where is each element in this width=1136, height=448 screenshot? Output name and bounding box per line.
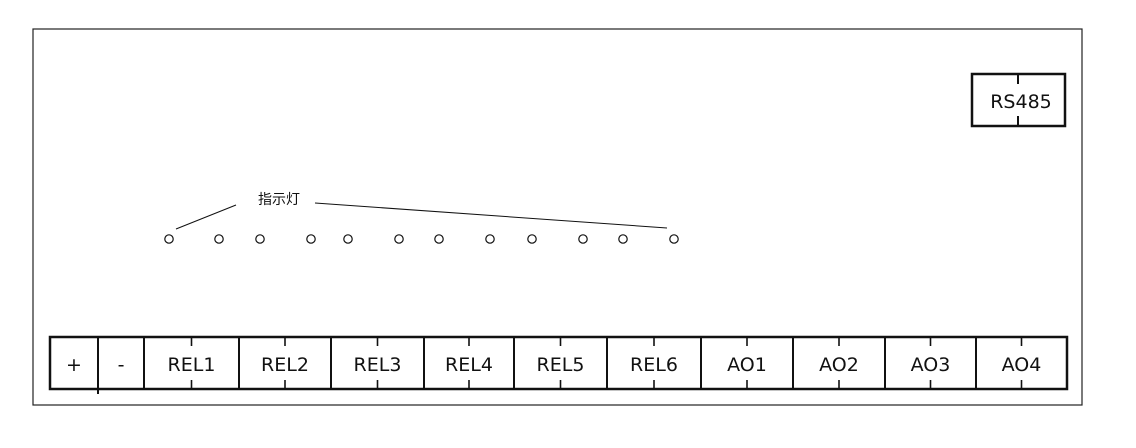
terminal-9: AO1 — [700, 337, 767, 389]
rs485-label: RS485 — [990, 91, 1052, 113]
terminal-1: + — [66, 354, 82, 376]
indicator-led-1 — [164, 234, 174, 244]
terminal-12: AO4 — [975, 337, 1042, 389]
terminal-label: AO4 — [1002, 354, 1042, 376]
terminal-cells: + - REL1 REL2 REL3 REL4 REL5 REL6 AO1 AO2 AO3 AO4 — [66, 337, 1041, 394]
terminal-label: REL1 — [168, 354, 216, 376]
indicator-led-10 — [578, 234, 588, 244]
terminal-label: AO2 — [819, 354, 859, 376]
terminal-10: AO2 — [792, 337, 859, 389]
indicator-leader-right — [314, 202, 668, 229]
terminal-label: + — [66, 354, 82, 376]
terminal-label: AO3 — [911, 354, 951, 376]
indicator-led-7 — [434, 234, 444, 244]
indicator-leader-left — [175, 204, 237, 230]
indicator-led-9 — [527, 234, 537, 244]
terminal-block-outline — [48, 335, 1069, 391]
indicator-led-8 — [485, 234, 495, 244]
terminal-2: - — [97, 337, 125, 389]
indicator-led-11 — [618, 234, 628, 244]
terminal-label: - — [118, 354, 125, 376]
terminal-7: REL5 — [513, 337, 585, 389]
terminal-block: + - REL1 REL2 REL3 REL4 REL5 REL6 AO1 AO2 AO3 AO4 — [48, 335, 1069, 394]
terminal-6: REL4 — [423, 337, 493, 389]
indicator-led-5 — [343, 234, 353, 244]
indicator-led-2 — [214, 234, 224, 244]
terminal-11: AO3 — [884, 337, 951, 389]
terminal-4: REL2 — [238, 337, 309, 389]
terminal-label: AO1 — [727, 354, 767, 376]
terminal-label: REL3 — [354, 354, 402, 376]
terminal-label: REL6 — [630, 354, 678, 376]
indicator-label: 指示灯 — [258, 192, 300, 208]
terminal-5: REL3 — [330, 337, 402, 389]
indicator-led-12 — [669, 234, 679, 244]
enclosure-outline — [32, 28, 1083, 406]
indicator-led-4 — [306, 234, 316, 244]
indicator-led-6 — [394, 234, 404, 244]
rs485-connector: RS485 — [970, 72, 1067, 128]
terminal-label: REL2 — [261, 354, 309, 376]
terminal-label: REL5 — [537, 354, 585, 376]
indicator-led-3 — [255, 234, 265, 244]
terminal-3: REL1 — [143, 337, 216, 389]
terminal-label: REL4 — [445, 354, 493, 376]
terminal-8: REL6 — [606, 337, 678, 389]
indicator-led-row — [164, 234, 679, 244]
